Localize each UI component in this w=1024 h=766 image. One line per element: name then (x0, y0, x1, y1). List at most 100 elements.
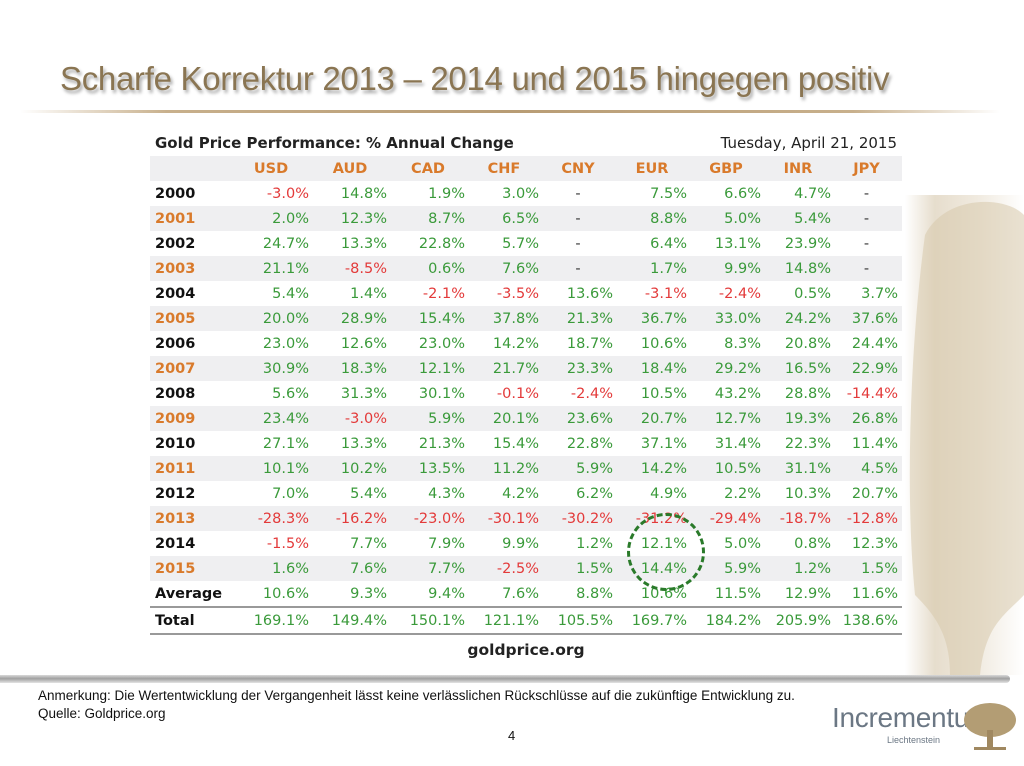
cell-usd: 5.6% (272, 385, 309, 402)
cell-usd: 24.7% (262, 235, 309, 252)
row-label: Average (150, 581, 233, 608)
cell-aud: 1.4% (350, 285, 387, 302)
cell-inr: 12.9% (765, 581, 835, 608)
cell-usd: 1.6% (272, 560, 309, 577)
bottom-divider (0, 675, 1010, 683)
cell-chf: 20.1% (492, 410, 539, 427)
table-row: 2006 23.0% 12.6% 23.0% 14.2% 18.7% 10.6% 8.3% 20… (150, 331, 902, 356)
cell-eur: 10.5% (640, 385, 687, 402)
cell-usd: 21.1% (262, 260, 309, 277)
cell-cad: 8.7% (428, 210, 465, 227)
cell-inr: 14.8% (784, 260, 831, 277)
cell-jpy: 138.6% (835, 607, 902, 635)
cell-cad: -2.1% (422, 285, 465, 302)
cell-chf: 9.9% (502, 535, 539, 552)
cell-aud: 7.7% (350, 535, 387, 552)
incrementum-logo: Incrementum Liechtenstein (832, 702, 1022, 752)
table-source: goldprice.org (467, 641, 585, 659)
cell-chf: 7.6% (502, 260, 539, 277)
cell-gbp: -2.4% (718, 285, 761, 302)
cell-gbp: 31.4% (714, 435, 761, 452)
cell-aud: 13.3% (340, 435, 387, 452)
cell-cny: 1.5% (576, 560, 613, 577)
cell-jpy: 20.7% (851, 485, 898, 502)
cell-chf: 4.2% (502, 485, 539, 502)
cell-jpy: 26.8% (851, 410, 898, 427)
cell-eur: 14.2% (640, 460, 687, 477)
cell-aud: -8.5% (344, 260, 387, 277)
cell-inr: 20.8% (784, 335, 831, 352)
table-row: 2014 -1.5% 7.7% 7.9% 9.9% 1.2% 12.1% 5.0% 0.8% 12… (150, 531, 902, 556)
cell-usd: 7.0% (272, 485, 309, 502)
cell-aud: 12.3% (340, 210, 387, 227)
cell-eur: 37.1% (640, 435, 687, 452)
cell-inr: 0.5% (794, 285, 831, 302)
cell-cad: 30.1% (418, 385, 465, 402)
cell-jpy: - (863, 235, 870, 252)
cell-cny: 22.8% (566, 435, 613, 452)
cell-cad: 0.6% (428, 260, 465, 277)
table-date: Tuesday, April 21, 2015 (720, 134, 897, 152)
cell-jpy: 3.7% (861, 285, 898, 302)
cell-usd: 169.1% (233, 607, 313, 635)
cell-inr: 4.7% (794, 185, 831, 202)
cell-cad: 23.0% (418, 335, 465, 352)
cell-cny: 21.3% (566, 310, 613, 327)
row-label: 2000 (155, 185, 196, 202)
cell-inr: 22.3% (784, 435, 831, 452)
column-header-chf: CHF (487, 160, 521, 177)
row-label: 2009 (155, 410, 196, 427)
cell-inr: 24.2% (784, 310, 831, 327)
table-row: 2007 30.9% 18.3% 12.1% 21.7% 23.3% 18.4% 29.2% 1… (150, 356, 902, 381)
table-row: 2002 24.7% 13.3% 22.8% 5.7% - 6.4% 13.1% 23.9% - (150, 231, 902, 256)
cell-chf: 21.7% (492, 360, 539, 377)
cell-chf: 11.2% (492, 460, 539, 477)
cell-jpy: 11.4% (851, 435, 898, 452)
gold-performance-table: Gold Price Performance: % Annual Change … (150, 130, 902, 659)
cell-chf: -3.5% (496, 285, 539, 302)
cell-cny: 23.3% (566, 360, 613, 377)
cell-gbp: 5.9% (724, 560, 761, 577)
slide-title: Scharfe Korrektur 2013 – 2014 und 2015 h… (60, 60, 890, 97)
cell-cad: 15.4% (418, 310, 465, 327)
table-row: 2001 2.0% 12.3% 8.7% 6.5% - 8.8% 5.0% 5.4% - (150, 206, 902, 231)
cell-jpy: 22.9% (851, 360, 898, 377)
row-label: 2006 (155, 335, 196, 352)
cell-chf: -30.1% (487, 510, 539, 527)
highlight-circle (627, 513, 705, 591)
cell-jpy: -14.4% (846, 385, 898, 402)
cell-jpy: - (863, 185, 870, 202)
cell-chf: 14.2% (492, 335, 539, 352)
row-label: Total (150, 607, 233, 635)
table-header: Gold Price Performance: % Annual Change … (150, 130, 902, 156)
cell-aud: 5.4% (350, 485, 387, 502)
table-row: 2004 5.4% 1.4% -2.1% -3.5% 13.6% -3.1% -2.4% 0.5… (150, 281, 902, 306)
cell-eur: 6.4% (650, 235, 687, 252)
cell-usd: -28.3% (257, 510, 309, 527)
row-label: 2003 (155, 260, 196, 277)
column-header-inr: INR (783, 160, 813, 177)
column-header-cad: CAD (411, 160, 445, 177)
cell-jpy: 24.4% (851, 335, 898, 352)
cell-gbp: 8.3% (724, 335, 761, 352)
row-label: 2013 (155, 510, 196, 527)
table-row: 2000 -3.0% 14.8% 1.9% 3.0% - 7.5% 6.6% 4.7% - (150, 181, 902, 206)
column-header-gbp: GBP (709, 160, 743, 177)
cell-cny: -30.2% (561, 510, 613, 527)
column-header-blank (150, 156, 233, 181)
cell-usd: 10.6% (233, 581, 313, 608)
table-row: 2005 20.0% 28.9% 15.4% 37.8% 21.3% 36.7% 33.0% 2… (150, 306, 902, 331)
cell-usd: 5.4% (272, 285, 309, 302)
cell-usd: 2.0% (272, 210, 309, 227)
cell-cad: 13.5% (418, 460, 465, 477)
cell-chf: -0.1% (496, 385, 539, 402)
cell-cad: 150.1% (391, 607, 469, 635)
cell-eur: 10.6% (640, 335, 687, 352)
cell-cad: 4.3% (428, 485, 465, 502)
column-header-usd: USD (253, 160, 289, 177)
cell-eur: 1.7% (650, 260, 687, 277)
cell-chf: -2.5% (496, 560, 539, 577)
cell-jpy: 1.5% (861, 560, 898, 577)
cell-cny: - (575, 235, 581, 252)
cell-cad: 12.1% (418, 360, 465, 377)
